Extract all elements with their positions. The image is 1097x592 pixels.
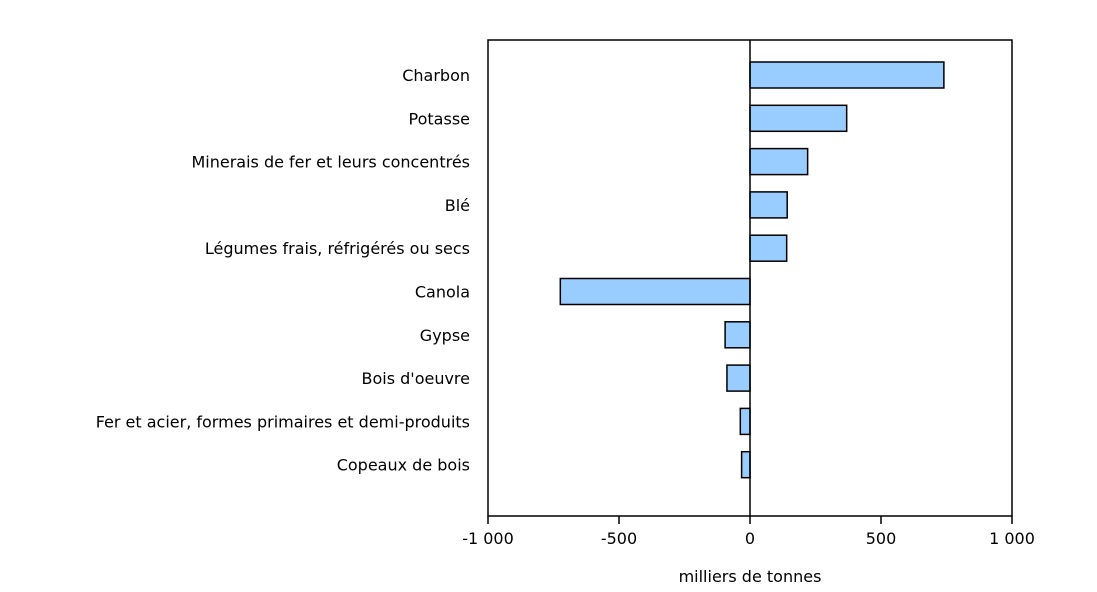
x-tick-label: 500: [866, 529, 897, 548]
x-tick-label: -1 000: [462, 529, 514, 548]
category-label: Légumes frais, réfrigérés ou secs: [205, 239, 470, 258]
bar: [749, 234, 788, 262]
bar: [749, 61, 945, 89]
category-label: Bois d'oeuvre: [362, 369, 471, 388]
x-tick-label: -500: [601, 529, 637, 548]
bar: [724, 321, 751, 349]
bar: [749, 191, 788, 219]
bar: [749, 104, 848, 133]
bar: [749, 147, 809, 176]
category-label: Blé: [445, 196, 470, 215]
bar: [726, 364, 751, 392]
category-label: Potasse: [409, 109, 470, 128]
x-tick-label: 0: [745, 529, 755, 548]
category-label: Charbon: [402, 66, 470, 85]
category-label: Fer et acier, formes primaires et demi-p…: [96, 412, 470, 431]
category-label: Copeaux de bois: [337, 456, 470, 475]
category-label: Minerais de fer et leurs concentrés: [191, 153, 470, 172]
category-label: Gypse: [420, 326, 470, 345]
bar: [740, 450, 751, 479]
bar: [739, 407, 751, 436]
x-axis-title: milliers de tonnes: [679, 567, 822, 586]
bar: [559, 277, 751, 306]
category-label: Canola: [415, 283, 470, 302]
x-tick-label: 1 000: [989, 529, 1035, 548]
